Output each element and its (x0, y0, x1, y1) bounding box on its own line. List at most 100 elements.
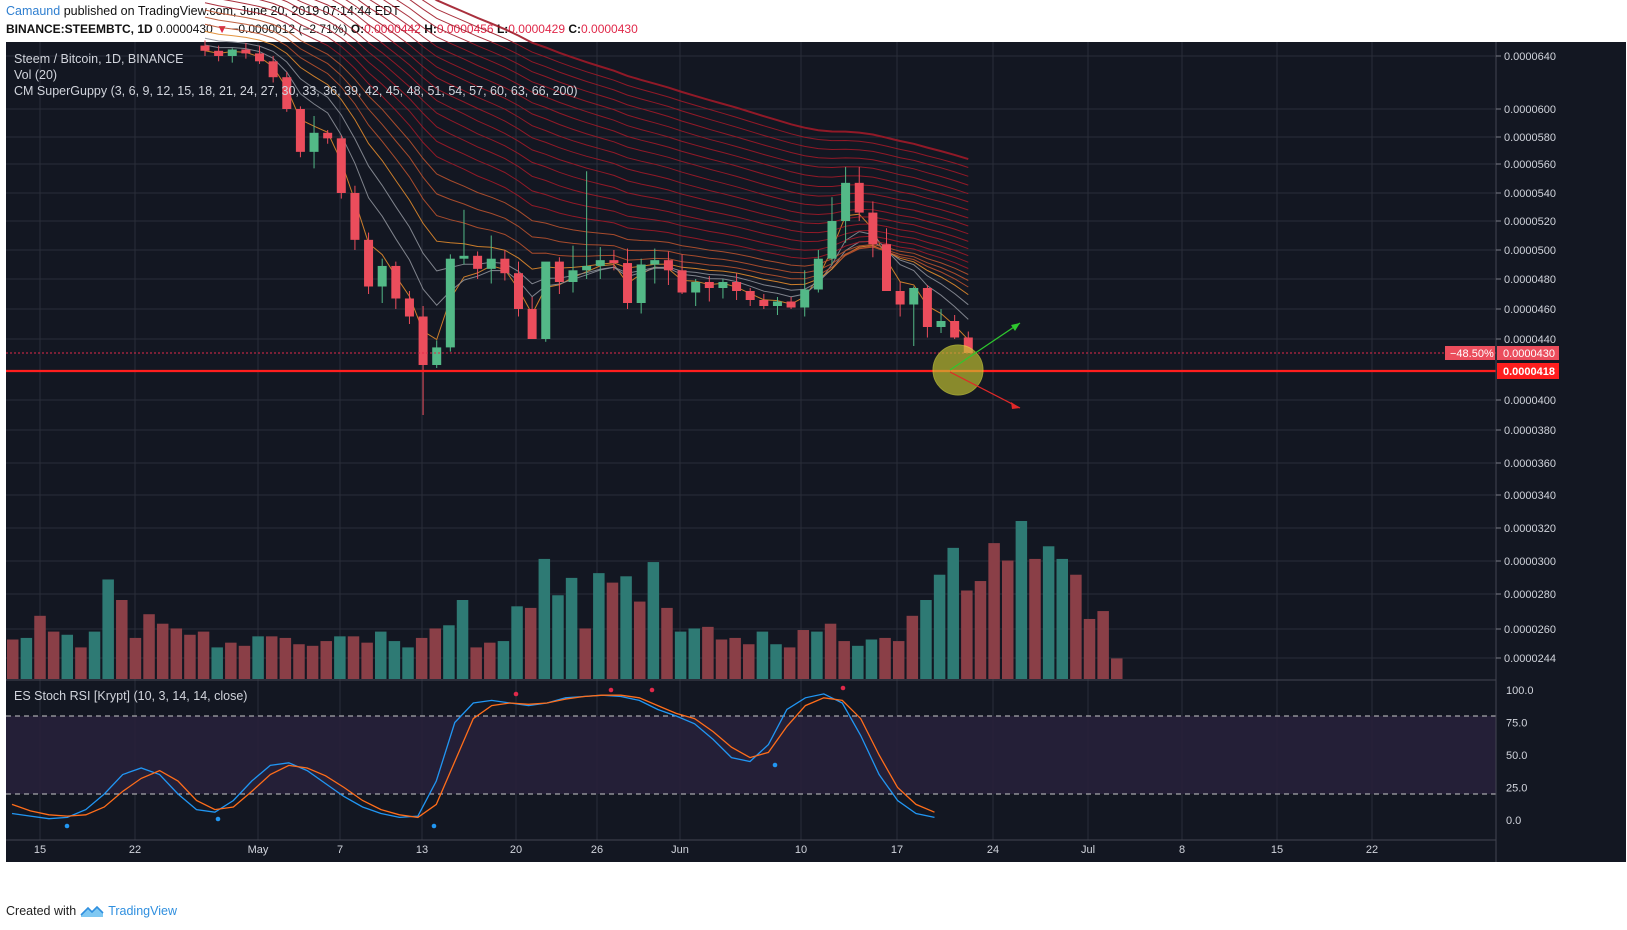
stoch-tick-label: 25.0 (1506, 783, 1527, 795)
candle-body (241, 49, 251, 54)
candle-body (500, 258, 510, 274)
open-value: 0.0000442 (364, 22, 421, 36)
volume-bar (443, 625, 455, 679)
support-label: 0.0000418 (1503, 366, 1555, 378)
last-price: 0.0000430 (156, 22, 213, 36)
volume-bar (906, 615, 919, 679)
candle-body (404, 298, 414, 317)
volume-bar (620, 576, 632, 679)
volume-bar (593, 573, 605, 679)
volume-bar (129, 637, 142, 679)
volume-bar (211, 647, 223, 679)
volume-bar (293, 644, 305, 679)
guppy-line (313, 0, 969, 235)
volume-bar (688, 628, 700, 679)
stoch-pane (6, 679, 1496, 829)
time-tick-label: May (248, 844, 269, 856)
volume-bar (347, 636, 360, 679)
volume-bar (1070, 574, 1082, 679)
price-tick-label: 0.0000460 (1504, 304, 1556, 316)
guppy-line (421, 0, 969, 168)
guppy-line (357, 0, 969, 211)
candle-body (759, 300, 769, 306)
volume-bar (756, 631, 769, 679)
candle-body (432, 347, 442, 365)
price-tick-label: 0.0000300 (1504, 556, 1556, 568)
candle-body (377, 265, 387, 287)
time-tick-label: 13 (416, 844, 428, 856)
price-axis[interactable]: 0.00006400.00006000.00005800.00005600.00… (1445, 42, 1559, 862)
volume-bar (34, 615, 46, 679)
time-tick-label: 10 (795, 844, 807, 856)
percent-badge (1445, 346, 1495, 360)
guppy-line (369, 0, 969, 203)
signal-dot (431, 823, 437, 829)
guppy-line (382, 0, 969, 195)
candle-body (772, 301, 782, 306)
candle-body (541, 261, 551, 339)
volume-bar (579, 628, 591, 679)
volume-bar (279, 637, 292, 679)
signal-dot (840, 685, 846, 691)
volume-bar (524, 607, 537, 679)
low-value: 0.0000429 (508, 22, 565, 36)
price-tick-label: 0.0000540 (1504, 188, 1556, 200)
time-tick-label: 17 (891, 844, 903, 856)
volume-bar (170, 628, 183, 679)
time-tick-label: 22 (129, 844, 141, 856)
candle-body (936, 321, 946, 327)
legend-stoch: ES Stoch RSI [Krypt] (10, 3, 14, 14, clo… (14, 689, 247, 703)
volume-bar (552, 595, 564, 679)
price-tick-label: 0.0000280 (1504, 589, 1556, 601)
change-arrow: ▼ (216, 22, 228, 36)
volume-bar (1001, 560, 1014, 679)
stoch-tick-label: 75.0 (1506, 718, 1527, 730)
time-axis[interactable]: 15 22 May 7 13 20 26 Jun 10 17 24 Jul 8 15 22 (6, 839, 1496, 856)
candle-body (636, 264, 646, 303)
close-label: C: (568, 22, 582, 36)
tradingview-link[interactable]: TradingView (108, 904, 177, 918)
candle-body (732, 282, 742, 291)
footer: Created with TradingView (6, 904, 177, 918)
volume-bar (1083, 618, 1096, 679)
author-link[interactable]: Camaund (6, 4, 61, 18)
stoch-tick-label: 50.0 (1506, 750, 1527, 762)
volume-bar (1097, 611, 1109, 679)
volume-bar (415, 637, 428, 679)
open-label: O: (350, 22, 365, 36)
volume-bar (947, 547, 959, 679)
price-tick-label: 0.0000400 (1504, 395, 1556, 407)
symbol-name: BINANCE:STEEMBTC, 1D (6, 22, 153, 36)
volume-bar (674, 631, 687, 679)
candle-body (268, 61, 278, 78)
candle-body (813, 258, 823, 290)
support-badge (1497, 363, 1559, 379)
candle-body (704, 282, 714, 288)
price-tick-label: 0.0000480 (1504, 274, 1556, 286)
signal-dot (772, 762, 778, 768)
volume-bar (252, 636, 264, 679)
volume-bar (606, 582, 619, 679)
signal-dot (649, 687, 655, 693)
volume-bar (197, 631, 210, 679)
volume-bar (497, 641, 510, 679)
volume-bar (661, 607, 673, 679)
candle-body (214, 50, 224, 56)
volume-bar (388, 641, 401, 679)
volume-bar (715, 639, 728, 679)
high-value: 0.0000456 (436, 22, 494, 36)
volume-bar (1029, 558, 1041, 679)
volume-bar (824, 623, 837, 679)
candle-body (922, 288, 932, 327)
volume-bar (156, 623, 169, 679)
candle-body (827, 221, 837, 259)
candle-body (364, 239, 374, 287)
volume-bar (933, 574, 946, 679)
volume-bar (47, 631, 60, 679)
candle-body (350, 193, 360, 240)
volume-bar (306, 645, 319, 679)
time-tick-label: 26 (591, 844, 603, 856)
drawings (932, 322, 1021, 409)
price-tick-label: 0.0000520 (1504, 216, 1556, 228)
